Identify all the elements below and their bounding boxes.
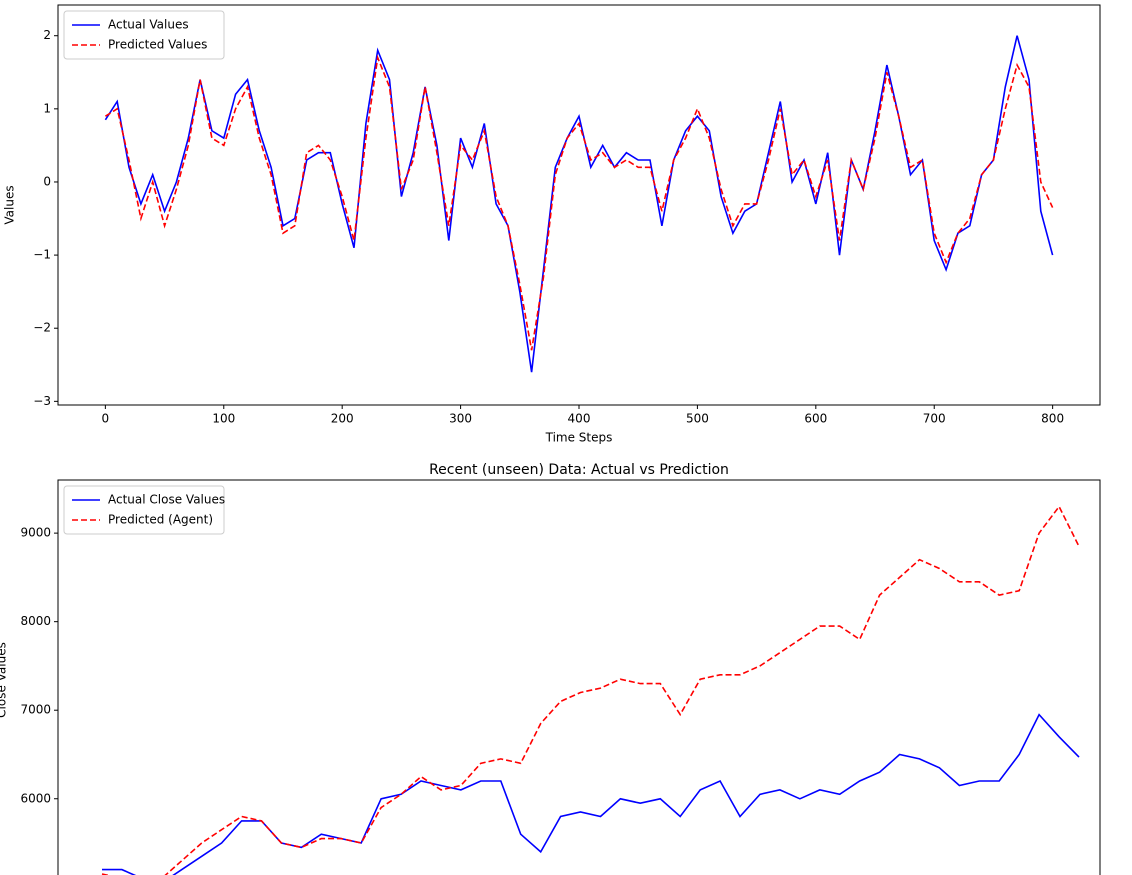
axes-frame: [57, 4, 1101, 406]
y-tick-label: 7000: [20, 703, 51, 717]
y-tick-label: 1: [43, 101, 51, 115]
y-axis-label: Values: [3, 185, 17, 224]
legend-label: Predicted Values: [108, 38, 207, 52]
legend-label: Predicted (Agent): [108, 513, 213, 527]
y-tick-label: 0: [43, 174, 51, 188]
chart-title: Recent (unseen) Data: Actual vs Predicti…: [429, 462, 729, 478]
x-tick-label: 500: [686, 412, 709, 426]
x-tick-label: 800: [1041, 412, 1064, 426]
y-tick-label: −2: [33, 321, 51, 335]
series-line: [101, 505, 1080, 875]
x-tick-label: 400: [568, 412, 591, 426]
x-tick-label: 100: [212, 412, 235, 426]
y-axis-label: Close Values: [0, 642, 9, 718]
y-tick-label: 6000: [20, 791, 51, 805]
y-tick-label: 8000: [20, 614, 51, 628]
legend-box: [63, 10, 225, 60]
x-tick-label: 0: [102, 412, 110, 426]
x-tick-label: 700: [923, 412, 946, 426]
x-axis-label: Time Steps: [545, 431, 613, 445]
legend-box: [63, 485, 225, 535]
y-tick-label: −3: [33, 394, 51, 408]
y-tick-label: 2: [43, 28, 51, 42]
axes-frame: [57, 479, 1101, 875]
legend-label: Actual Close Values: [108, 493, 225, 507]
series-line: [104, 54, 1054, 351]
series-line: [102, 713, 1080, 875]
x-tick-label: 200: [331, 412, 354, 426]
y-tick-label: −1: [33, 248, 51, 262]
x-tick-label: 300: [449, 412, 472, 426]
y-tick-label: 9000: [20, 526, 51, 540]
x-tick-label: 600: [804, 412, 827, 426]
legend-label: Actual Values: [108, 18, 189, 32]
